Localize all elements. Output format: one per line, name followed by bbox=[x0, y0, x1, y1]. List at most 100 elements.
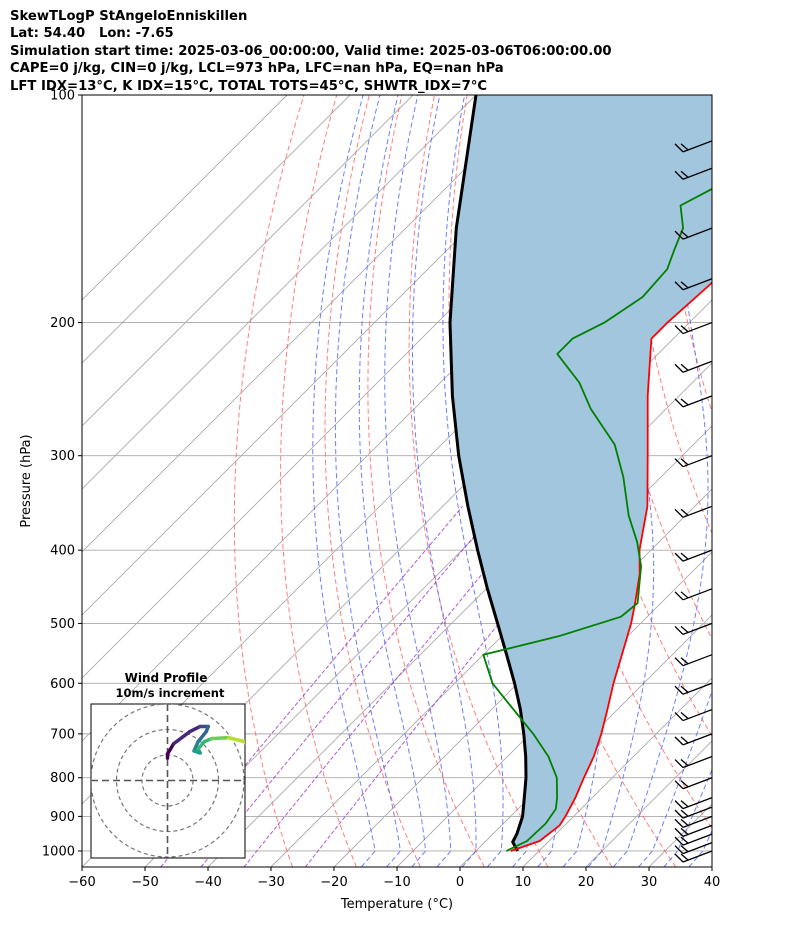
wind-barb-flag bbox=[674, 853, 684, 863]
wind-barb-flag bbox=[674, 685, 684, 695]
wind-barb bbox=[674, 278, 713, 291]
header-latlon: Lat: 54.40 Lon: -7.65 bbox=[10, 26, 174, 42]
wind-barb-flag bbox=[680, 591, 689, 599]
moist-adiabat bbox=[358, 95, 427, 867]
wind-barb-flag bbox=[680, 363, 689, 371]
wind-barb-flag bbox=[680, 736, 689, 744]
wind-barb-flag bbox=[680, 759, 689, 767]
y-tick-label: 500 bbox=[50, 617, 75, 632]
wind-barb bbox=[674, 850, 713, 863]
x-tick-label: 10 bbox=[515, 875, 532, 890]
wind-barb-flag bbox=[674, 759, 684, 768]
wind-barb-flag bbox=[680, 853, 689, 861]
wind-barb-flag bbox=[680, 143, 689, 151]
header-indices-1: CAPE=0 j/kg, CIN=0 j/kg, LCL=973 hPa, LF… bbox=[10, 61, 504, 77]
y-tick-label: 1000 bbox=[42, 844, 75, 859]
wind-barb-staff bbox=[682, 733, 713, 746]
wind-barb-flag bbox=[674, 325, 684, 335]
parcel-profile-line bbox=[448, 95, 528, 852]
wind-barb bbox=[674, 708, 713, 722]
wind-barb-flag bbox=[674, 736, 684, 746]
wind-barb-staff bbox=[682, 395, 713, 408]
wind-barb-flag bbox=[680, 809, 689, 817]
wind-barb-flag bbox=[674, 552, 684, 562]
x-axis-label: Temperature (°C) bbox=[340, 897, 453, 912]
x-tick-label: 20 bbox=[578, 875, 595, 890]
wind-barb-staff bbox=[682, 755, 713, 769]
wind-barb-flag bbox=[680, 281, 689, 289]
wind-barb-flag bbox=[674, 363, 684, 373]
x-tick-label: −30 bbox=[257, 875, 284, 890]
wind-barb-staff bbox=[682, 824, 713, 837]
dry-adiabat bbox=[761, 95, 794, 867]
isotherm-line bbox=[82, 95, 351, 364]
wind-barb-flag bbox=[680, 458, 689, 466]
hodograph-segment bbox=[226, 735, 245, 744]
cape-fill bbox=[450, 95, 712, 851]
hodograph-segment bbox=[196, 729, 209, 744]
isotherm-line bbox=[82, 95, 540, 553]
wind-barb-flag bbox=[680, 170, 689, 178]
wind-barb bbox=[674, 455, 713, 468]
wind-barb-staff bbox=[682, 549, 713, 562]
wind-barb bbox=[674, 360, 713, 373]
dry-adiabat bbox=[280, 95, 357, 867]
wind-barb-flag bbox=[680, 552, 689, 560]
wind-barb-flag bbox=[674, 712, 684, 722]
wind-barb-flag bbox=[674, 827, 684, 837]
y-tick-label: 400 bbox=[50, 544, 75, 559]
wind-barb bbox=[674, 588, 713, 601]
x-tick-label: −60 bbox=[68, 875, 95, 890]
hodograph-subtitle: 10m/s increment bbox=[116, 686, 225, 700]
y-axis-label: Pressure (hPa) bbox=[19, 434, 34, 527]
wind-barb-flag bbox=[674, 143, 684, 153]
isotherm-line bbox=[82, 95, 414, 427]
wind-barb bbox=[674, 140, 713, 153]
wind-barb bbox=[674, 321, 713, 335]
wind-barb-staff bbox=[682, 777, 713, 790]
wind-barb-flag bbox=[680, 827, 689, 835]
y-tick-label: 200 bbox=[50, 316, 75, 331]
wind-barb-staff bbox=[682, 654, 713, 667]
hodograph-ring bbox=[91, 704, 245, 858]
isotherm-line bbox=[82, 95, 288, 301]
wind-barb-staff bbox=[682, 588, 713, 601]
wind-barb bbox=[674, 755, 713, 769]
dry-adiabat bbox=[408, 95, 549, 867]
x-tick-label: 0 bbox=[456, 875, 464, 890]
wind-barb-flag bbox=[674, 398, 684, 408]
wind-barb bbox=[674, 167, 713, 180]
isotherm-line bbox=[775, 95, 794, 867]
isotherm-line bbox=[711, 866, 712, 867]
wind-barb-flag bbox=[674, 845, 684, 855]
wind-barb-flag bbox=[674, 281, 684, 291]
wind-barb-flag bbox=[674, 508, 684, 518]
wind-barb-flag bbox=[680, 508, 689, 516]
y-tick-label: 900 bbox=[50, 810, 75, 825]
wind-barb-flag bbox=[680, 325, 689, 333]
wind-barbs bbox=[674, 140, 713, 863]
x-tick-label: −20 bbox=[320, 875, 347, 890]
wind-barb-flag bbox=[680, 780, 689, 788]
moist-adiabat bbox=[714, 95, 794, 867]
wind-barb-flag bbox=[674, 170, 684, 180]
wind-barb-flag bbox=[680, 625, 689, 633]
dry-adiabat bbox=[367, 95, 485, 867]
wind-barb-flag bbox=[674, 657, 684, 667]
hodograph-title: Wind Profile bbox=[125, 671, 208, 685]
moist-adiabat bbox=[412, 95, 477, 867]
hodograph-segment bbox=[188, 724, 202, 734]
wind-barb bbox=[674, 797, 713, 810]
wind-barb bbox=[674, 682, 713, 695]
moist-adiabat bbox=[384, 95, 452, 867]
hodograph-segment bbox=[165, 742, 176, 756]
wind-barb bbox=[674, 815, 713, 828]
hodograph-segment bbox=[209, 735, 231, 741]
dry-adiabat bbox=[233, 95, 305, 867]
hodograph-inset: Wind Profile 10m/s increment bbox=[90, 671, 246, 859]
wind-barb-staff bbox=[682, 622, 713, 636]
wind-barb bbox=[674, 842, 713, 855]
wind-barb bbox=[674, 549, 713, 562]
wind-barb-flag bbox=[680, 845, 689, 853]
wind-barb-flag bbox=[680, 230, 689, 238]
